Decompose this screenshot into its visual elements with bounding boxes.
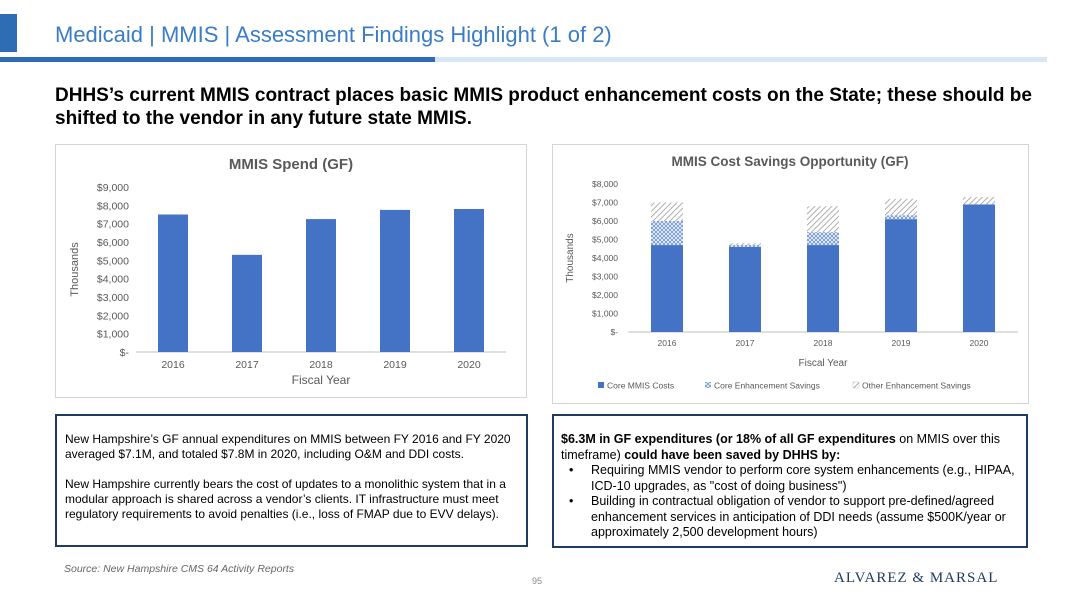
chart-title: MMIS Cost Savings Opportunity (GF) [672,154,909,169]
bullet-text: Building in contractual obligation of ve… [591,494,1006,539]
bar-segment [651,202,683,221]
x-tick-label: 2019 [892,338,911,348]
x-axis-label: Fiscal Year [799,358,849,369]
x-tick-label: 2017 [235,359,259,371]
x-tick-label: 2020 [970,338,989,348]
bullet-marker: • [569,463,574,477]
bar-segment [807,232,839,246]
source-note: Source: New Hampshire CMS 64 Activity Re… [64,563,295,575]
bar-segment [729,243,761,246]
company-logo: ALVAREZ & MARSAL [834,570,999,586]
y-tick-label: $6,000 [592,216,618,226]
bar [306,219,336,352]
legend-label: Core Enhancement Savings [714,381,820,391]
cost-savings-chart-box: MMIS Cost Savings Opportunity (GF) $- $1,0… [552,144,1029,404]
y-tick-label: $1,000 [592,309,618,319]
savings-right-panel: $6.3M in GF expenditures (or 18% of all … [552,414,1028,548]
y-tick-label: $7,000 [592,198,618,208]
y-tick-label: $8,000 [97,200,129,212]
legend-swatch [598,382,604,388]
y-tick-label: $2,000 [97,310,129,322]
bullet-marker: • [569,494,574,508]
mmis-spend-chart-box: MMIS Spend (GF) $- $1,000 $2,000 $3,000 $4,00… [55,144,527,398]
header-accent-bar [0,14,17,52]
legend-label: Other Enhancement Savings [862,381,971,391]
x-tick-label: 2018 [309,359,333,371]
y-tick-label: $2,000 [592,290,618,300]
y-tick-label: $7,000 [97,219,129,231]
legend-label: Core MMIS Costs [607,381,674,391]
bar-segment [963,204,995,332]
legend-swatch [852,381,860,389]
y-tick-label: $- [120,347,130,359]
header-rule [0,57,1047,62]
headline: DHHS’s current MMIS contract places basi… [55,85,1032,129]
y-tick-label: $5,000 [97,255,129,267]
savings-intro-normal: on MMIS over this timeframe) [561,432,1001,462]
bar-segment [807,245,839,332]
bar [232,254,262,352]
findings-left-panel: New Hampshire’s GF annual expenditures o… [55,414,528,547]
y-tick-label: $1,000 [97,329,129,341]
x-tick-label: 2016 [658,338,677,348]
mmis-spend-chart: MMIS Spend (GF) $- $1,000 $2,000 $3,000 $4,00… [69,156,506,387]
list-item: • Requiring MMIS vendor to perform core s… [561,463,1018,494]
list-item: • Building in contractual obligation of v… [561,494,1018,541]
y-axis-label: Thousands [69,242,81,297]
bar-segment [729,246,761,332]
legend-swatch [705,382,711,388]
y-tick-label: $3,000 [97,292,129,304]
y-tick-label: $3,000 [592,272,618,282]
x-tick-label: 2016 [161,359,185,371]
bar [158,214,188,352]
x-tick-label: 2017 [736,338,755,348]
y-tick-label: $4,000 [97,274,129,286]
y-tick-label: $- [610,327,618,337]
savings-bullet-list: • Requiring MMIS vendor to perform core s… [561,463,1018,541]
page-number: 95 [532,576,543,586]
bar-segment [885,215,917,220]
x-tick-label: 2019 [383,359,407,371]
chart-title: MMIS Spend (GF) [229,156,353,173]
x-axis-label: Fiscal Year [292,373,351,387]
y-tick-label: $6,000 [97,237,129,249]
y-tick-label: $8,000 [592,179,618,189]
bar-segment [651,245,683,332]
y-axis-label: Thousands [565,233,576,282]
bar-segment [651,221,683,246]
bar [454,209,484,352]
bar-segment [885,219,917,332]
finding-paragraph: New Hampshire currently bears the cost o… [65,477,506,521]
bar-segment [885,198,917,216]
y-tick-label: $5,000 [592,235,618,245]
bar-segment [729,245,761,247]
y-tick-label: $4,000 [592,253,618,263]
y-tick-label: $9,000 [97,182,129,194]
cost-savings-chart: MMIS Cost Savings Opportunity (GF) $- $1,0… [565,154,1018,391]
x-tick-label: 2018 [814,338,833,348]
x-tick-label: 2020 [457,359,481,371]
bar-segment [963,196,995,205]
savings-intro-bold-2: could have been saved by DHHS by: [624,447,841,462]
savings-intro: $6.3M in GF expenditures (or 18% of all … [561,432,1018,463]
bullet-text: Requiring MMIS vendor to perform core sy… [591,463,1015,493]
bar [380,209,410,352]
bar-segment [807,206,839,233]
savings-intro-bold-1: $6.3M in GF expenditures (or 18% of all … [561,432,896,446]
page-title: Medicaid | MMIS | Assessment Findings Hi… [55,22,612,47]
finding-paragraph: New Hampshire’s GF annual expenditures o… [65,432,511,461]
